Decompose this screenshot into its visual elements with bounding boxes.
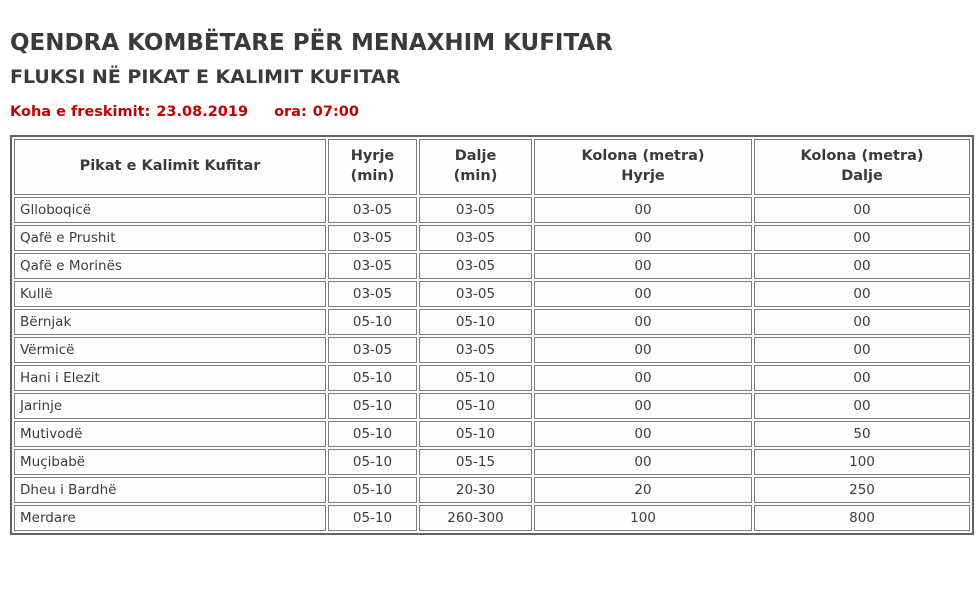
cell-hyrje-min: 03-05 xyxy=(328,197,417,223)
cell-kolona-dalje: 00 xyxy=(754,393,970,419)
cell-hyrje-min: 05-10 xyxy=(328,365,417,391)
table-row: Bërnjak 05-10 05-10 00 00 xyxy=(14,309,970,335)
cell-kolona-dalje: 00 xyxy=(754,253,970,279)
cell-hyrje-min: 05-10 xyxy=(328,477,417,503)
col-header-kolona-dalje: Kolona (metra) Dalje xyxy=(754,139,970,195)
cell-crossing-name: Glloboqicë xyxy=(14,197,326,223)
col-header-dalje-line1: Dalje xyxy=(454,148,497,165)
table-header-row: Pikat e Kalimit Kufitar Hyrje (min) Dalj… xyxy=(14,139,970,195)
cell-dalje-min: 03-05 xyxy=(419,337,532,363)
cell-kolona-dalje: 00 xyxy=(754,309,970,335)
refresh-date: 23.08.2019 xyxy=(156,104,249,120)
cell-dalje-min: 05-10 xyxy=(419,309,532,335)
table-row: Qafë e Prushit 03-05 03-05 00 00 xyxy=(14,225,970,251)
cell-dalje-min: 03-05 xyxy=(419,225,532,251)
cell-hyrje-min: 03-05 xyxy=(328,281,417,307)
cell-kolona-hyrje: 00 xyxy=(534,253,752,279)
cell-kolona-hyrje: 00 xyxy=(534,309,752,335)
page-subtitle: FLUKSI NË PIKAT E KALIMIT KUFITAR xyxy=(10,66,401,88)
refresh-label: Koha e freskimit: xyxy=(10,104,151,120)
cell-hyrje-min: 05-10 xyxy=(328,449,417,475)
cell-kolona-dalje: 00 xyxy=(754,365,970,391)
cell-kolona-dalje: 00 xyxy=(754,225,970,251)
cell-hyrje-min: 03-05 xyxy=(328,253,417,279)
cell-kolona-dalje: 00 xyxy=(754,337,970,363)
cell-kolona-hyrje: 00 xyxy=(534,197,752,223)
cell-crossing-name: Dheu i Bardhë xyxy=(14,477,326,503)
cell-kolona-hyrje: 00 xyxy=(534,365,752,391)
cell-hyrje-min: 05-10 xyxy=(328,421,417,447)
cell-dalje-min: 05-15 xyxy=(419,449,532,475)
table-row: Vërmicë 03-05 03-05 00 00 xyxy=(14,337,970,363)
cell-kolona-hyrje: 100 xyxy=(534,505,752,531)
cell-kolona-hyrje: 20 xyxy=(534,477,752,503)
table-row: Kullë 03-05 03-05 00 00 xyxy=(14,281,970,307)
col-header-kolona-hyrje-line2: Hyrje xyxy=(621,168,665,184)
cell-kolona-hyrje: 00 xyxy=(534,449,752,475)
col-header-pikat-label: Pikat e Kalimit Kufitar xyxy=(79,158,261,175)
table-body: Glloboqicë 03-05 03-05 00 00 Qafë e Prushit 03… xyxy=(14,197,970,531)
col-header-hyrje-line2: (min) xyxy=(350,168,395,184)
cell-crossing-name: Mutivodë xyxy=(14,421,326,447)
cell-dalje-min: 05-10 xyxy=(419,365,532,391)
table-row: Hani i Elezit 05-10 05-10 00 00 xyxy=(14,365,970,391)
cell-crossing-name: Bërnjak xyxy=(14,309,326,335)
cell-crossing-name: Jarinje xyxy=(14,393,326,419)
cell-dalje-min: 03-05 xyxy=(419,281,532,307)
cell-hyrje-min: 05-10 xyxy=(328,505,417,531)
table-row: Mutivodë 05-10 05-10 00 50 xyxy=(14,421,970,447)
page-title: QENDRA KOMBËTARE PËR MENAXHIM KUFITAR xyxy=(10,30,613,56)
cell-crossing-name: Qafë e Morinës xyxy=(14,253,326,279)
cell-kolona-hyrje: 00 xyxy=(534,281,752,307)
col-header-hyrje-min: Hyrje (min) xyxy=(328,139,417,195)
cell-crossing-name: Merdare xyxy=(14,505,326,531)
cell-kolona-dalje: 00 xyxy=(754,281,970,307)
table-row: Muçibabë 05-10 05-15 00 100 xyxy=(14,449,970,475)
cell-kolona-dalje: 50 xyxy=(754,421,970,447)
cell-dalje-min: 05-10 xyxy=(419,421,532,447)
cell-kolona-hyrje: 00 xyxy=(534,421,752,447)
cell-crossing-name: Vërmicë xyxy=(14,337,326,363)
refresh-info: Koha e freskimit: 23.08.2019 ora: 07:00 xyxy=(10,104,970,120)
table-row: Merdare 05-10 260-300 100 800 xyxy=(14,505,970,531)
cell-crossing-name: Qafë e Prushit xyxy=(14,225,326,251)
col-header-dalje-line2: (min) xyxy=(453,168,498,184)
cell-kolona-dalje: 100 xyxy=(754,449,970,475)
cell-hyrje-min: 05-10 xyxy=(328,393,417,419)
col-header-kolona-dalje-line1: Kolona (metra) xyxy=(800,148,924,165)
cell-crossing-name: Muçibabë xyxy=(14,449,326,475)
cell-dalje-min: 03-05 xyxy=(419,197,532,223)
col-header-kolona-hyrje: Kolona (metra) Hyrje xyxy=(534,139,752,195)
col-header-hyrje-line1: Hyrje xyxy=(350,148,395,165)
table-row: Jarinje 05-10 05-10 00 00 xyxy=(14,393,970,419)
cell-kolona-dalje: 800 xyxy=(754,505,970,531)
cell-dalje-min: 03-05 xyxy=(419,253,532,279)
cell-kolona-hyrje: 00 xyxy=(534,337,752,363)
col-header-kolona-hyrje-line1: Kolona (metra) xyxy=(581,148,705,165)
cell-hyrje-min: 03-05 xyxy=(328,337,417,363)
col-header-pikat: Pikat e Kalimit Kufitar xyxy=(14,139,326,195)
cell-kolona-dalje: 250 xyxy=(754,477,970,503)
cell-kolona-hyrje: 00 xyxy=(534,393,752,419)
cell-crossing-name: Kullë xyxy=(14,281,326,307)
refresh-time-value: 07:00 xyxy=(312,104,359,120)
table-row: Glloboqicë 03-05 03-05 00 00 xyxy=(14,197,970,223)
border-crossings-table: Pikat e Kalimit Kufitar Hyrje (min) Dalj… xyxy=(10,135,974,535)
cell-hyrje-min: 03-05 xyxy=(328,225,417,251)
col-header-kolona-dalje-line2: Dalje xyxy=(841,168,883,184)
cell-dalje-min: 260-300 xyxy=(419,505,532,531)
cell-crossing-name: Hani i Elezit xyxy=(14,365,326,391)
table-row: Qafë e Morinës 03-05 03-05 00 00 xyxy=(14,253,970,279)
page-content: QENDRA KOMBËTARE PËR MENAXHIM KUFITAR FL… xyxy=(0,30,980,535)
table-row: Dheu i Bardhë 05-10 20-30 20 250 xyxy=(14,477,970,503)
cell-kolona-hyrje: 00 xyxy=(534,225,752,251)
cell-kolona-dalje: 00 xyxy=(754,197,970,223)
cell-dalje-min: 05-10 xyxy=(419,393,532,419)
refresh-time-label: ora: xyxy=(274,104,307,120)
cell-dalje-min: 20-30 xyxy=(419,477,532,503)
col-header-dalje-min: Dalje (min) xyxy=(419,139,532,195)
cell-hyrje-min: 05-10 xyxy=(328,309,417,335)
